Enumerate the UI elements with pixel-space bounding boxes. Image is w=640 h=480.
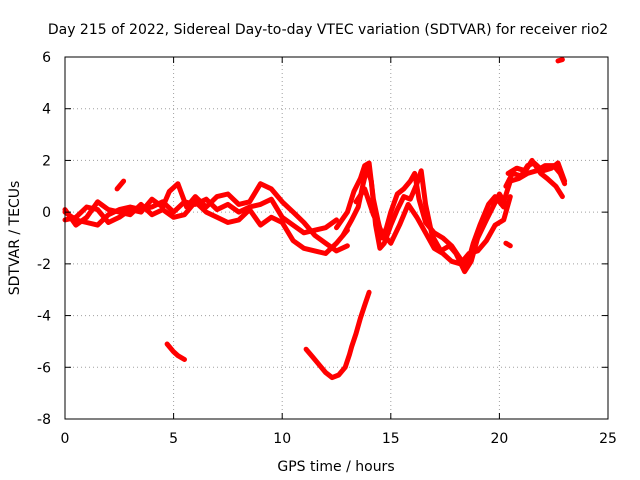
y-tick-label: -4 xyxy=(37,309,51,325)
x-tick-label: 5 xyxy=(169,431,178,447)
series-early-b xyxy=(62,181,350,254)
y-tick-label: -6 xyxy=(37,360,51,376)
x-tick-labels: 0 5 10 15 20 25 xyxy=(61,431,617,447)
series-seg-2-5 xyxy=(114,178,127,192)
y-tick-label: 6 xyxy=(42,50,51,66)
series-seg-12 xyxy=(303,289,372,381)
y-tick-label: 4 xyxy=(42,102,51,118)
series-early-c xyxy=(62,199,350,256)
axis-ticks xyxy=(64,56,609,420)
x-tick-label: 10 xyxy=(273,431,291,447)
y-axis-label: SDTVAR / TECUs xyxy=(7,181,23,296)
data-series xyxy=(62,57,568,381)
plot-frame xyxy=(64,56,609,420)
series-noon-c xyxy=(353,186,513,267)
x-tick-label: 15 xyxy=(382,431,400,447)
series-seg-23 xyxy=(555,57,565,64)
chart-title: Day 215 of 2022, Sidereal Day-to-day VTE… xyxy=(48,22,608,38)
series-evening-c xyxy=(501,163,568,205)
x-tick-label: 25 xyxy=(599,431,617,447)
series-evening-b xyxy=(505,157,565,200)
y-tick-label: -2 xyxy=(37,257,51,273)
grid xyxy=(65,57,608,419)
series-seg-5 xyxy=(164,341,187,362)
x-axis-label: GPS time / hours xyxy=(277,459,394,475)
y-tick-label: 2 xyxy=(42,153,51,169)
series-noon-b xyxy=(340,165,509,275)
y-tick-label: -8 xyxy=(37,412,51,428)
y-tick-label: 0 xyxy=(42,205,51,221)
y-tick-labels: -8 -6 -4 -2 0 2 4 6 xyxy=(37,50,51,428)
x-tick-label: 20 xyxy=(490,431,508,447)
x-tick-label: 0 xyxy=(61,431,70,447)
series-seg-20-5 xyxy=(503,240,513,249)
